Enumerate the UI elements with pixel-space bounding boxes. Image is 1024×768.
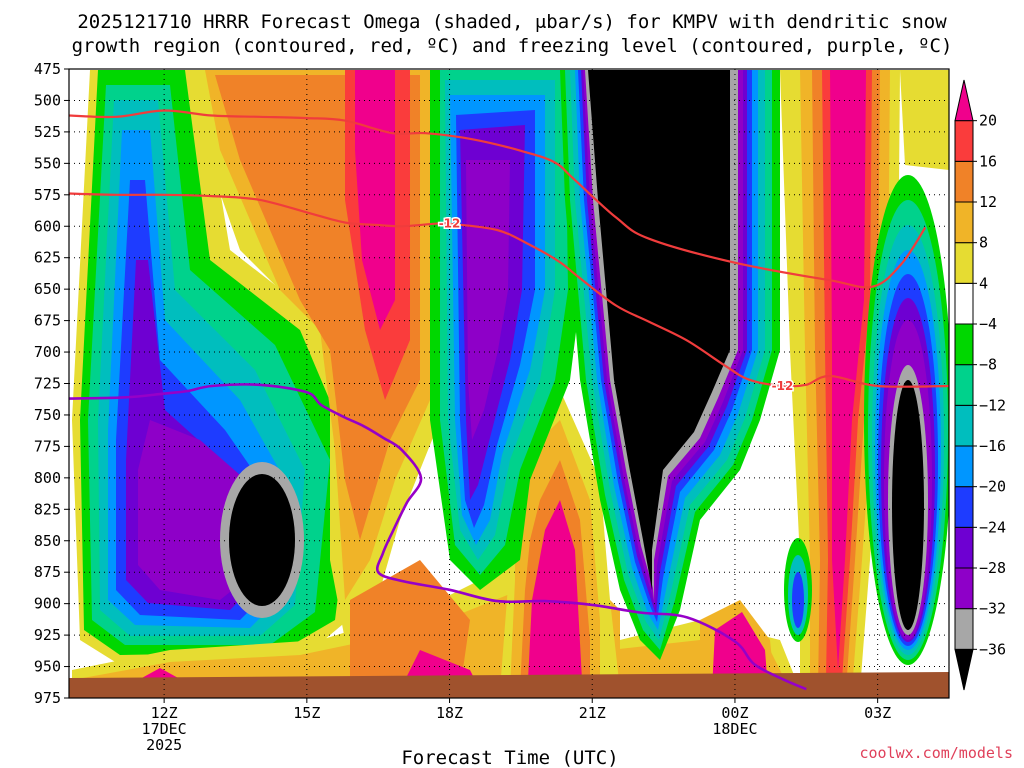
colorbar-bin — [954, 445, 974, 488]
colorbar-bin — [954, 323, 974, 366]
colorbar-bin — [954, 201, 974, 244]
y-tick-label: 850 — [34, 532, 61, 550]
y-tick-label: 575 — [34, 186, 61, 204]
dotted-gridlines — [69, 69, 949, 698]
y-tick-label: 900 — [34, 595, 61, 613]
y-tick-label: 475 — [34, 60, 61, 78]
terrain-ground-fill — [69, 672, 949, 698]
y-tick-label: 750 — [34, 406, 61, 424]
omega-upper-warm-block — [195, 70, 440, 640]
colorbar-label: −24 — [979, 518, 1006, 536]
omega-middle-column — [430, 70, 580, 590]
colorbar-label: 4 — [979, 274, 988, 292]
colorbar-bin — [954, 404, 974, 447]
y-tick-label: 825 — [34, 500, 61, 518]
x-tick-label: 00Z — [721, 704, 748, 722]
y-tick-label: 925 — [34, 626, 61, 644]
y-tick-label: 675 — [34, 312, 61, 330]
y-tick-label: 500 — [34, 91, 61, 109]
colorbar-label: 16 — [979, 152, 997, 170]
y-tick-label: 525 — [34, 123, 61, 141]
x-tick-label: 18DEC — [712, 720, 757, 738]
dendritic-contour-layer: -12 -12 — [68, 109, 950, 395]
x-tick-label: 21Z — [579, 704, 606, 722]
omega-lower-warm-band — [72, 390, 800, 690]
colorbar-bin — [954, 486, 974, 528]
chart-title-line2: growth region (contoured, red, ºC) and f… — [72, 35, 953, 57]
dendritic-contour-lower — [68, 192, 950, 388]
chart-title-line1: 2025121710 HRRR Forecast Omega (shaded, … — [77, 11, 947, 33]
omega-right-sink-core — [864, 175, 949, 665]
x-tick-label: 17DEC — [142, 720, 187, 738]
x-axis-label: Forecast Time (UTC) — [401, 747, 618, 768]
colorbar-bin — [954, 120, 974, 162]
colorbar-label: 12 — [979, 193, 997, 211]
colorbar: 20 16 12 8 4 −4 −8 −12 −16 −20 −24 −28 −32 −36 — [954, 79, 1006, 691]
colorbar-bin — [954, 608, 974, 650]
colorbar-label: −20 — [979, 478, 1006, 496]
x-tick-label: 15Z — [293, 704, 320, 722]
colorbar-bin — [954, 79, 974, 122]
omega-black-core — [560, 70, 780, 660]
y-tick-label: 725 — [34, 375, 61, 393]
y-tick-label: 875 — [34, 563, 61, 581]
credit-text: coolwx.com/models — [859, 744, 1013, 762]
colorbar-label: 8 — [979, 234, 988, 252]
freezing-level-contour — [68, 383, 807, 691]
colorbar-label: −12 — [979, 396, 1006, 414]
colorbar-label: −8 — [979, 356, 997, 374]
colorbar-bin — [954, 242, 974, 284]
colorbar-bin — [954, 567, 974, 610]
y-tick-label: 975 — [34, 689, 61, 707]
dendritic-contour-label: -12 — [772, 379, 794, 393]
colorbar-label: −32 — [979, 600, 1006, 618]
x-tick-label: 12Z — [151, 704, 178, 722]
omega-small-spots — [784, 538, 812, 642]
y-tick-label: 775 — [34, 437, 61, 455]
y-axis-pressure-ticks: 475 500 525 550 575 600 625 650 675 700 725 750 775 8… — [34, 60, 69, 707]
y-tick-label: 700 — [34, 343, 61, 361]
y-tick-label: 650 — [34, 280, 61, 298]
colorbar-label: −28 — [979, 559, 1006, 577]
colorbar-bin — [954, 160, 974, 203]
colorbar-bin — [954, 364, 974, 406]
dendritic-contour-label: -12 — [439, 217, 461, 231]
x-tick-label: 18Z — [436, 704, 463, 722]
y-tick-label: 600 — [34, 217, 61, 235]
colorbar-label: −4 — [979, 315, 997, 333]
omega-blob-left — [72, 70, 380, 665]
y-tick-label: 625 — [34, 249, 61, 267]
y-tick-label: 800 — [34, 469, 61, 487]
x-tick-label: 2025 — [146, 736, 182, 754]
colorbar-label: −16 — [979, 437, 1006, 455]
dendritic-contour-upper — [68, 109, 927, 289]
freezing-level-contour-layer — [68, 383, 807, 691]
colorbar-bin — [954, 526, 974, 569]
colorbar-bin — [954, 282, 974, 325]
x-tick-label: 03Z — [864, 704, 891, 722]
y-tick-label: 550 — [34, 154, 61, 172]
y-tick-label: 950 — [34, 658, 61, 676]
colorbar-label: 20 — [979, 112, 997, 130]
colorbar-label: −36 — [979, 640, 1006, 658]
